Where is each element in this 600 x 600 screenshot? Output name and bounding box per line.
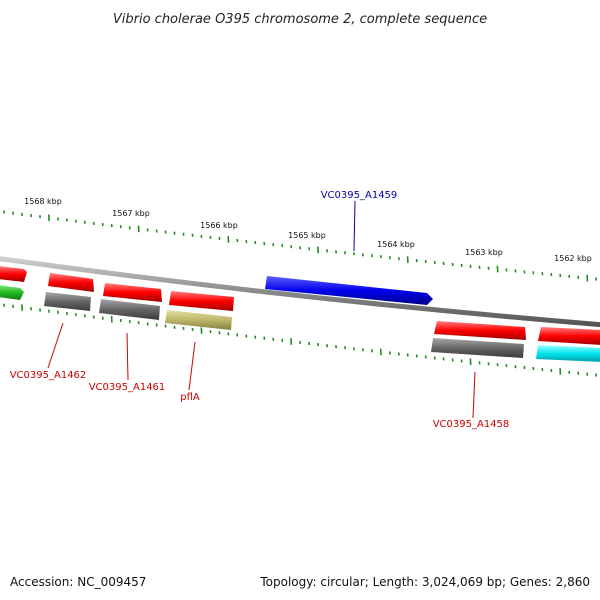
label-line-VC0395_A1458 bbox=[472, 371, 476, 419]
gene-label-VC0395_A1461[interactable]: VC0395_A1461 bbox=[89, 382, 166, 393]
gene-feature-red[interactable] bbox=[48, 273, 94, 292]
gene-label-VC0395_A1459[interactable]: VC0395_A1459 bbox=[321, 190, 398, 201]
gene-feature-red[interactable] bbox=[169, 291, 234, 311]
label-line-VC0395_A1459 bbox=[353, 200, 356, 252]
gene-feature-VC0395_A1458[interactable] bbox=[431, 338, 524, 358]
gene-feature-cyan[interactable] bbox=[536, 345, 600, 362]
genome-summary-text: Topology: circular; Length: 3,024,069 bp… bbox=[259, 575, 590, 589]
inner-scale-ticks bbox=[3, 303, 598, 377]
scale-label-1564: 1564 kbp bbox=[377, 240, 415, 249]
gene-feature-red[interactable] bbox=[538, 327, 600, 345]
chromosome-backbone bbox=[0, 256, 600, 328]
gene-feature-VC0395_A1459[interactable] bbox=[265, 276, 433, 305]
gene-label-VC0395_A1458[interactable]: VC0395_A1458 bbox=[433, 419, 510, 430]
gene-label-pflA[interactable]: pflA bbox=[180, 392, 200, 403]
outer-scale-ticks bbox=[3, 210, 598, 282]
gene-feature-red[interactable] bbox=[0, 266, 27, 282]
gene-feature-VC0395_A1462[interactable] bbox=[44, 292, 91, 311]
scale-label-1565: 1565 kbp bbox=[288, 231, 326, 240]
scale-label-1567: 1567 kbp bbox=[112, 209, 150, 218]
scale-label-1568: 1568 kbp bbox=[24, 197, 62, 206]
gene-feature-pflA[interactable] bbox=[165, 310, 232, 330]
map-title: Vibrio cholerae O395 chromosome 2, compl… bbox=[113, 12, 487, 27]
gene-feature-green[interactable] bbox=[0, 285, 24, 300]
scale-label-1566: 1566 kbp bbox=[200, 221, 238, 230]
scale-label-1562: 1562 kbp bbox=[554, 254, 592, 263]
gene-label-VC0395_A1462[interactable]: VC0395_A1462 bbox=[10, 370, 87, 381]
accession-text: Accession: NC_009457 bbox=[10, 575, 146, 589]
label-line-pflA bbox=[188, 341, 196, 391]
label-line-VC0395_A1461 bbox=[126, 332, 129, 381]
gene-feature-VC0395_A1461[interactable] bbox=[99, 299, 160, 320]
gene-feature-red[interactable] bbox=[434, 321, 526, 340]
gene-feature-red[interactable] bbox=[103, 283, 162, 302]
label-line-VC0395_A1462 bbox=[47, 322, 64, 369]
scale-label-1563: 1563 kbp bbox=[465, 248, 503, 257]
